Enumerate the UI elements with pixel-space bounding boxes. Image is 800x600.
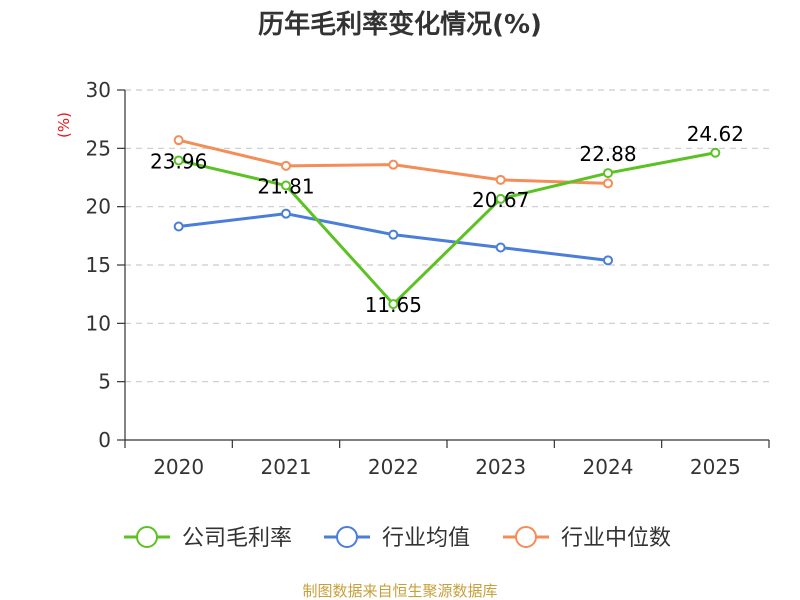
legend-label: 行业均值 (382, 526, 470, 551)
y-tick-label: 10 (86, 311, 111, 335)
data-point (173, 155, 184, 166)
data-point (603, 255, 613, 266)
data-point (603, 178, 613, 189)
data-label: 22.88 (579, 142, 636, 166)
legend-label: 行业中位数 (561, 526, 671, 551)
data-label: 20.67 (472, 188, 529, 212)
data-point (388, 159, 399, 170)
x-tick-label: 2025 (690, 455, 741, 479)
series-group (173, 135, 721, 310)
legend-marker (515, 526, 537, 548)
y-axis-label: (%) (55, 112, 73, 138)
legend-label: 公司毛利率 (182, 526, 292, 551)
y-tick-label: 0 (98, 428, 111, 452)
y-tick-label: 20 (86, 195, 111, 219)
data-point (388, 229, 399, 240)
legend-marker (336, 526, 358, 548)
data-point (173, 135, 184, 146)
x-tick-label: 2022 (368, 455, 419, 479)
series-line (178, 151, 716, 306)
data-label: 23.96 (150, 149, 207, 173)
data-point (281, 180, 291, 191)
data-label: 24.62 (687, 122, 744, 146)
data-label: 11.65 (365, 293, 422, 317)
data-point (281, 160, 291, 171)
x-tick-label: 2021 (261, 455, 312, 479)
data-point (173, 221, 184, 232)
gridlines (125, 89, 769, 383)
data-point (495, 174, 506, 185)
data-point (388, 299, 399, 310)
y-tick-label: 30 (86, 78, 111, 102)
source-note: 制图数据来自恒生聚源数据库 (302, 582, 497, 600)
data-point (710, 147, 721, 158)
data-point (495, 193, 506, 204)
x-tick-label: 2024 (583, 455, 634, 479)
y-tick-label: 5 (98, 370, 111, 394)
data-labels: 23.96 21.81 11.65 20.67 22.88 24.62 (150, 122, 744, 317)
chart-title: 历年毛利率变化情况(%) (258, 9, 542, 40)
data-point (495, 242, 506, 253)
legend-marker (136, 526, 158, 548)
x-tick-label: 2020 (153, 455, 204, 479)
y-tick-label: 15 (86, 253, 111, 277)
x-tick-label: 2023 (475, 455, 526, 479)
data-point (603, 168, 613, 179)
data-label: 21.81 (257, 175, 314, 199)
legend: 公司毛利率 行业均值 行业中位数 (124, 526, 671, 551)
data-point (281, 208, 291, 219)
y-tick-label: 25 (86, 136, 111, 160)
